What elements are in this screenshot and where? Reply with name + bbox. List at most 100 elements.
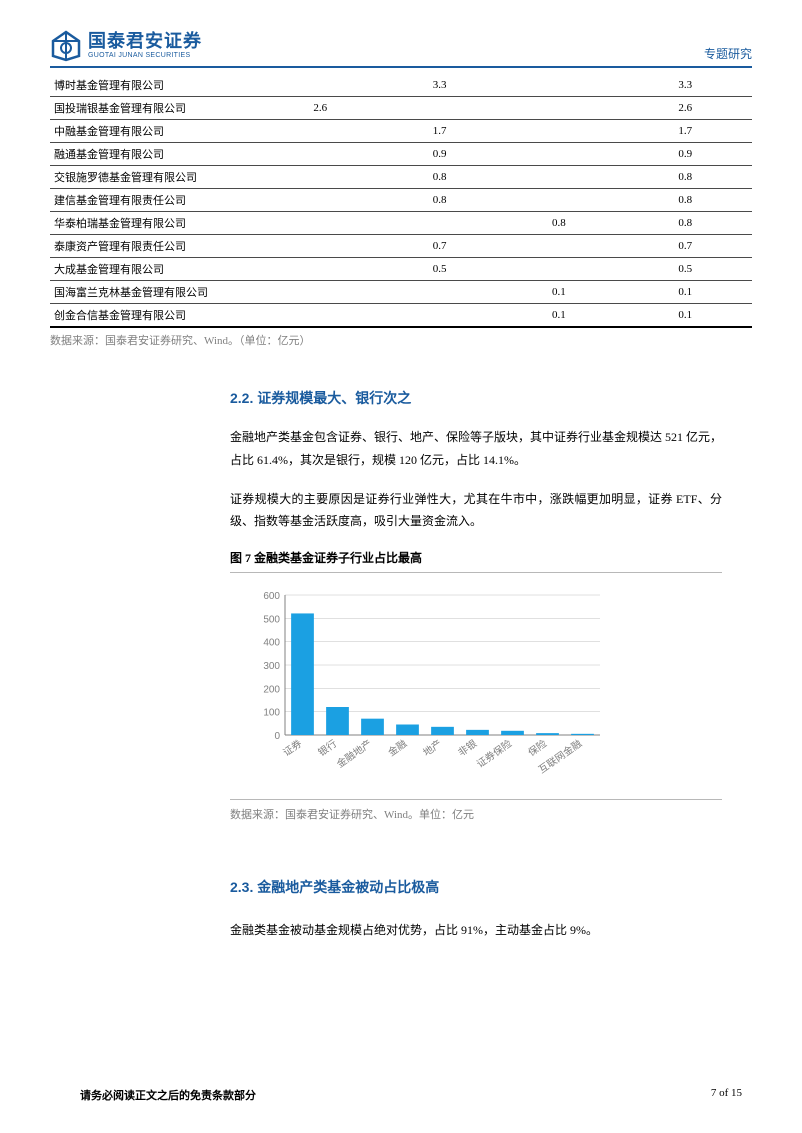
table-cell: 1.7 — [619, 120, 752, 143]
table-cell: 0.8 — [619, 212, 752, 235]
logo-en: GUOTAI JUNAN SECURITIES — [88, 52, 202, 60]
table-cell — [499, 143, 618, 166]
table-cell: 国海富兰克林基金管理有限公司 — [50, 281, 261, 304]
svg-text:银行: 银行 — [315, 737, 339, 759]
section-2-2-para-1: 金融地产类基金包含证券、银行、地产、保险等子版块，其中证券行业基金规模达 521… — [230, 426, 722, 472]
table-cell — [261, 143, 380, 166]
table-cell: 建信基金管理有限责任公司 — [50, 189, 261, 212]
fund-company-table: 博时基金管理有限公司3.33.3国投瑞银基金管理有限公司2.62.6中融基金管理… — [50, 74, 752, 328]
table-cell — [261, 258, 380, 281]
table-cell: 0.1 — [619, 304, 752, 328]
table-cell: 0.1 — [499, 281, 618, 304]
table-row: 泰康资产管理有限责任公司 0.7 0.7 — [50, 235, 752, 258]
table-cell: 1.7 — [380, 120, 499, 143]
figure-7-title: 图 7 金融类基金证券子行业占比最高 — [230, 549, 722, 566]
bar-chart-svg: 0100200300400500600证券银行金融地产金融地产非银证券保险保险互… — [250, 585, 610, 785]
table-cell — [261, 74, 380, 97]
table-cell — [499, 235, 618, 258]
svg-text:100: 100 — [263, 708, 280, 719]
table-cell: 3.3 — [380, 74, 499, 97]
table-cell: 0.1 — [619, 281, 752, 304]
table-cell — [261, 189, 380, 212]
svg-text:证券保险: 证券保险 — [474, 737, 514, 771]
svg-text:400: 400 — [263, 638, 280, 649]
svg-text:金融: 金融 — [385, 737, 409, 759]
logo-block: 国泰君安证券 GUOTAI JUNAN SECURITIES — [50, 30, 202, 62]
svg-text:300: 300 — [263, 661, 280, 672]
table-cell — [380, 212, 499, 235]
table-row: 华泰柏瑞基金管理有限公司 0.80.8 — [50, 212, 752, 235]
table-source: 数据来源：国泰君安证券研究、Wind。（单位：亿元） — [50, 332, 752, 348]
footer-disclaimer: 请务必阅读正文之后的免责条款部分 — [80, 1087, 256, 1103]
page-number: 7 of 15 — [711, 1087, 742, 1103]
page-header: 国泰君安证券 GUOTAI JUNAN SECURITIES 专题研究 — [50, 30, 752, 68]
table-row: 博时基金管理有限公司3.33.3 — [50, 74, 752, 97]
table-cell: 0.5 — [619, 258, 752, 281]
table-row: 交银施罗德基金管理有限公司 0.8 0.8 — [50, 166, 752, 189]
table-cell — [380, 281, 499, 304]
svg-text:0: 0 — [274, 731, 280, 742]
table-cell — [499, 120, 618, 143]
table-cell: 华泰柏瑞基金管理有限公司 — [50, 212, 261, 235]
section-2-3-para-1: 金融类基金被动基金规模占绝对优势，占比 91%，主动基金占比 9%。 — [230, 919, 722, 942]
svg-text:600: 600 — [263, 591, 280, 602]
table-cell: 0.8 — [380, 189, 499, 212]
table-cell: 0.8 — [619, 166, 752, 189]
section-2-3-heading: 2.3. 金融地产类基金被动占比极高 — [230, 877, 722, 897]
table-cell — [261, 304, 380, 328]
table-cell — [499, 166, 618, 189]
table-cell: 0.9 — [380, 143, 499, 166]
table-cell — [380, 304, 499, 328]
table-cell: 大成基金管理有限公司 — [50, 258, 261, 281]
table-row: 建信基金管理有限责任公司 0.8 0.8 — [50, 189, 752, 212]
figure-7-source: 数据来源：国泰君安证券研究、Wind。单位：亿元 — [230, 799, 722, 822]
table-cell: 0.7 — [380, 235, 499, 258]
table-cell — [261, 235, 380, 258]
section-2-2-para-2: 证券规模大的主要原因是证券行业弹性大，尤其在牛市中，涨跌幅更加明显，证券 ETF… — [230, 488, 722, 534]
figure-7-chart: 0100200300400500600证券银行金融地产金融地产非银证券保险保险互… — [230, 572, 722, 789]
svg-text:200: 200 — [263, 685, 280, 696]
logo-text: 国泰君安证券 GUOTAI JUNAN SECURITIES — [88, 32, 202, 59]
table-row: 创金合信基金管理有限公司 0.10.1 — [50, 304, 752, 328]
table-cell: 交银施罗德基金管理有限公司 — [50, 166, 261, 189]
page-footer: 请务必阅读正文之后的免责条款部分 7 of 15 — [80, 1087, 742, 1103]
svg-text:金融地产: 金融地产 — [334, 737, 374, 771]
table-cell: 2.6 — [261, 97, 380, 120]
table-cell — [261, 166, 380, 189]
table-row: 大成基金管理有限公司 0.5 0.5 — [50, 258, 752, 281]
table-cell: 0.8 — [499, 212, 618, 235]
table-cell: 0.1 — [499, 304, 618, 328]
svg-text:保险: 保险 — [525, 737, 549, 759]
table-cell: 博时基金管理有限公司 — [50, 74, 261, 97]
table-row: 中融基金管理有限公司 1.7 1.7 — [50, 120, 752, 143]
table-cell — [261, 281, 380, 304]
table-cell: 0.8 — [380, 166, 499, 189]
table-row: 国海富兰克林基金管理有限公司 0.10.1 — [50, 281, 752, 304]
logo-cn: 国泰君安证券 — [88, 32, 202, 52]
table-cell: 泰康资产管理有限责任公司 — [50, 235, 261, 258]
table-cell — [380, 97, 499, 120]
table-cell — [261, 212, 380, 235]
table-cell — [499, 97, 618, 120]
table-cell — [499, 74, 618, 97]
svg-text:非银: 非银 — [455, 737, 479, 759]
table-cell: 国投瑞银基金管理有限公司 — [50, 97, 261, 120]
company-logo-icon — [50, 30, 82, 62]
table-cell: 创金合信基金管理有限公司 — [50, 304, 261, 328]
table-cell — [261, 120, 380, 143]
table-row: 国投瑞银基金管理有限公司2.62.6 — [50, 97, 752, 120]
table-cell: 0.9 — [619, 143, 752, 166]
table-cell — [499, 258, 618, 281]
table-row: 融通基金管理有限公司 0.9 0.9 — [50, 143, 752, 166]
table-cell: 融通基金管理有限公司 — [50, 143, 261, 166]
table-cell: 2.6 — [619, 97, 752, 120]
section-2-2-heading: 2.2. 证券规模最大、银行次之 — [230, 388, 722, 408]
table-cell: 0.5 — [380, 258, 499, 281]
svg-text:证券: 证券 — [280, 737, 304, 759]
table-cell: 0.7 — [619, 235, 752, 258]
table-cell: 0.8 — [619, 189, 752, 212]
svg-text:地产: 地产 — [420, 737, 444, 759]
svg-text:500: 500 — [263, 615, 280, 626]
table-cell — [499, 189, 618, 212]
table-cell: 中融基金管理有限公司 — [50, 120, 261, 143]
